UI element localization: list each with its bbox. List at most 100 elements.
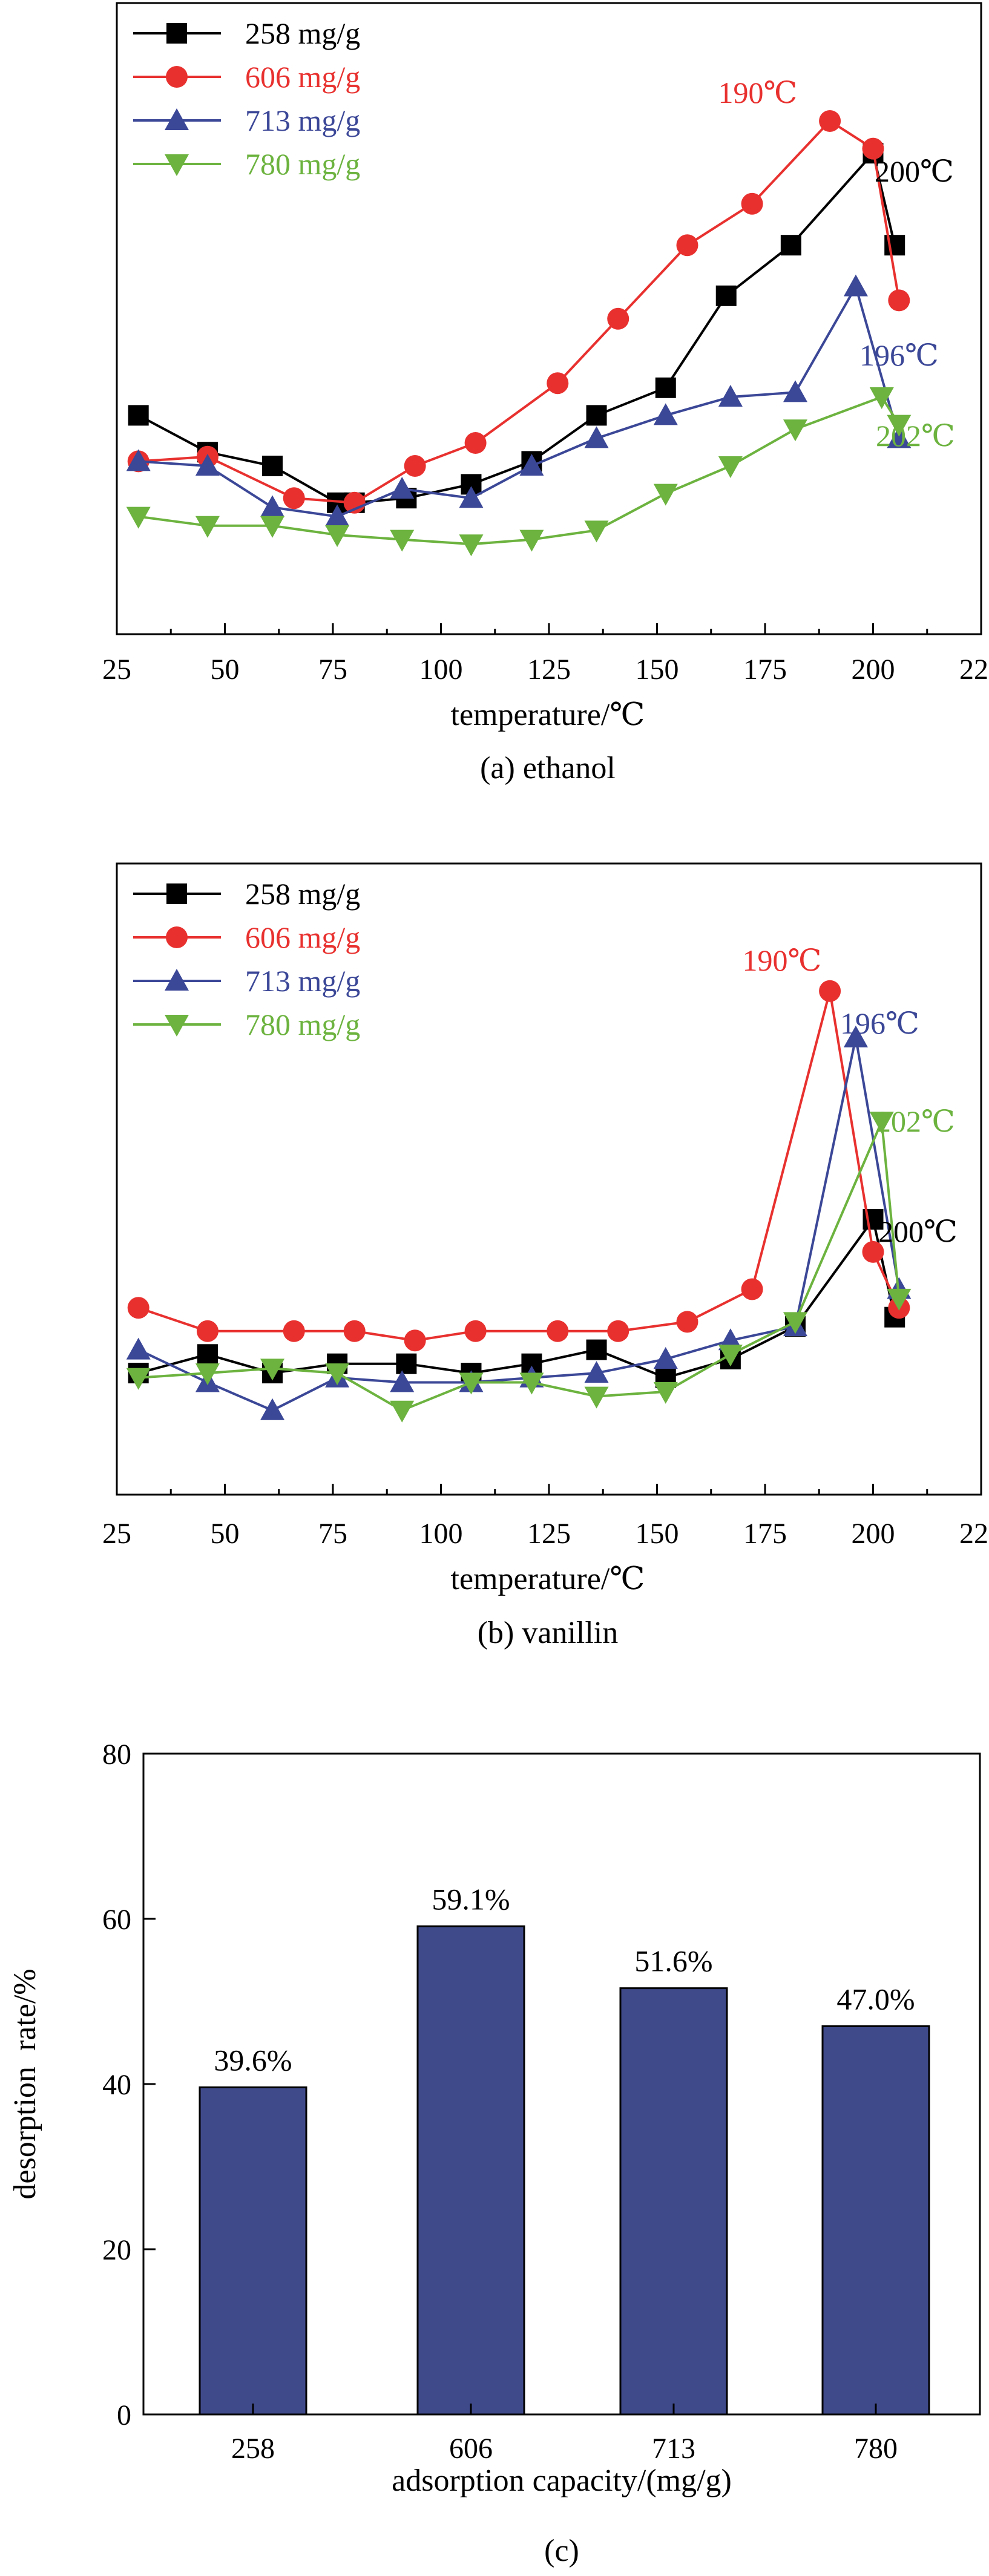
panel-a-series-1-point (343, 491, 366, 514)
panel-b-legend-1-label: 606 mg/g (245, 920, 360, 954)
panel-a-series-1-point (888, 289, 910, 312)
panel-a-series-2-point (325, 504, 350, 526)
panel-a-x-axis-label: temperature/℃ (451, 698, 645, 732)
panel-c-data-label: 39.6% (214, 2043, 292, 2077)
panel-b-series-3-point (783, 1312, 807, 1334)
panel-c-y-tick-label: 80 (102, 1739, 131, 1771)
panel-b-series-3-point (584, 1386, 609, 1409)
panel-b-series-3-point (718, 1345, 743, 1367)
panel-b-x-tick-label: 225 (959, 1518, 989, 1550)
panel-b-x-tick-label: 150 (636, 1518, 679, 1550)
panel-b-x-tick-label: 200 (852, 1518, 895, 1550)
panel-a-annotation-2: 196℃ (859, 338, 939, 372)
panel-a-series-0-point (715, 285, 737, 306)
panel-a-legend-2-marker (165, 108, 189, 130)
panel-a-series-0-point (780, 235, 801, 256)
panel-c-x-tick-label: 780 (854, 2433, 898, 2465)
panel-b-series-1-point (283, 1320, 305, 1342)
panel-a-series-3-point (887, 415, 912, 437)
panel-a-series-3-point (325, 525, 350, 547)
panel-b-series-2-point (126, 1337, 151, 1360)
panel-b-series-3-point (260, 1358, 285, 1381)
panel-c-y-tick-label: 40 (102, 2069, 131, 2101)
panel-c-bar (416, 1925, 525, 2416)
panel-a-series-3-point (718, 456, 743, 478)
panel-b-series-3-point (390, 1400, 415, 1423)
panel-b-series-1-point (343, 1320, 366, 1342)
panel-b-series-3-point (325, 1363, 350, 1386)
panel-a-series-3-point (783, 419, 807, 442)
panel-a-legend-0-marker (166, 23, 187, 44)
panel-c-y-tick-label: 60 (102, 1904, 131, 1936)
panel-b-series-3-point (195, 1363, 220, 1386)
panel-b-series-0-point (197, 1344, 218, 1365)
panel-a-legend-1-marker (166, 66, 188, 88)
panel-a-series-2-point (519, 454, 544, 476)
panel-c-bar (199, 2086, 307, 2416)
panel-a-series-1-point (404, 455, 426, 477)
panel-b-x-tick-label: 125 (527, 1518, 571, 1550)
panel-c-data-label: 59.1% (432, 1882, 510, 1916)
panel-b-series-0-point (396, 1353, 417, 1374)
panel-a-series-0-point (262, 456, 283, 476)
panel-a-series-3-point (653, 483, 678, 506)
panel-a-series-0-line (137, 152, 896, 504)
panel-a-series-2-point (843, 274, 868, 297)
panel-c-bar (821, 2025, 930, 2416)
panel-b-series-2-point (843, 1025, 868, 1047)
panel-b-series-1-point (676, 1311, 698, 1333)
panel-b-legend-0-marker (166, 883, 187, 904)
panel-b-series-1-point (741, 1278, 763, 1300)
panel-a-annotation-1: 200℃ (875, 154, 954, 188)
panel-b-x-tick-label: 50 (211, 1518, 240, 1550)
panel-b-x-tick-label: 75 (318, 1518, 347, 1550)
panel-a-series-3-point (459, 534, 484, 557)
panel-b-series-3-point (869, 1112, 894, 1134)
panel-a-x-tick-label: 25 (102, 654, 131, 686)
panel-a-series-1-point (547, 372, 569, 395)
panel-b-legend-3-marker (165, 1015, 189, 1037)
panel-b-series-3-point (459, 1372, 484, 1395)
panel-a-series-3-point (584, 520, 609, 543)
panel-a-series-0-point (586, 405, 607, 426)
panel-b-caption: (b) vanillin (478, 1616, 619, 1650)
panel-b-annotation-3: 200℃ (878, 1214, 958, 1248)
panel-b-series-0-point (586, 1339, 607, 1360)
panel-a-legend-3-label: 780 mg/g (245, 147, 360, 181)
panel-a-x-tick-label: 100 (419, 654, 463, 686)
panel-a-series-0-point (128, 405, 149, 426)
panel-a-x-tick-label: 225 (959, 654, 989, 686)
panel-a-series-2-point (653, 403, 678, 425)
panel-a-series-3-point (126, 506, 151, 529)
panel-a-series-3-point (869, 387, 894, 409)
panel-b-legend-1-marker (166, 926, 188, 948)
panel-a-series-1-point (676, 234, 698, 257)
panel-b-series-3-point (653, 1381, 678, 1404)
panel-b-series-2-point (584, 1361, 609, 1383)
panel-a-series-2-point (126, 449, 151, 471)
panel-a-legend-3-marker (165, 154, 189, 176)
panel-a-series-1-point (464, 432, 487, 454)
panel-a-series-3-point (195, 516, 220, 538)
panel-b-series-1-point (819, 980, 841, 1002)
panel-b-annotation-2: 202℃ (876, 1104, 955, 1138)
panel-b-legend-3-label: 780 mg/g (245, 1008, 360, 1041)
panel-b-series-1-point (127, 1297, 150, 1319)
panel-b-legend-2-marker (165, 969, 189, 991)
panel-a-annotation-3: 202℃ (876, 419, 955, 453)
panel-c-y-tick-label: 0 (117, 2399, 131, 2431)
panel-a-series-1-point (283, 487, 305, 510)
panel-b-legend-2-label: 713 mg/g (245, 964, 360, 998)
panel-a-ethanol-chart: 25 50 75 100 125 150 175 200 225 258 mg/g 606 mg/… (102, 2, 989, 785)
panel-b-vanillin-chart: 25 50 75 100 125 150 175 200 225 258 mg/g 606 mg/… (102, 862, 989, 1650)
panel-b-x-tick-label: 175 (743, 1518, 787, 1550)
panel-a-series-1-point (819, 110, 841, 132)
panel-a-series-2-point (783, 380, 807, 402)
panel-b-series-3-point (887, 1288, 912, 1311)
panel-a-series-2-point (887, 426, 912, 448)
panel-a-annotation-0: 190℃ (718, 76, 798, 110)
panel-b-series-1-point (196, 1320, 218, 1342)
panel-c-data-label: 47.0% (836, 1982, 915, 2016)
panel-b-annotation-1: 196℃ (840, 1006, 919, 1040)
